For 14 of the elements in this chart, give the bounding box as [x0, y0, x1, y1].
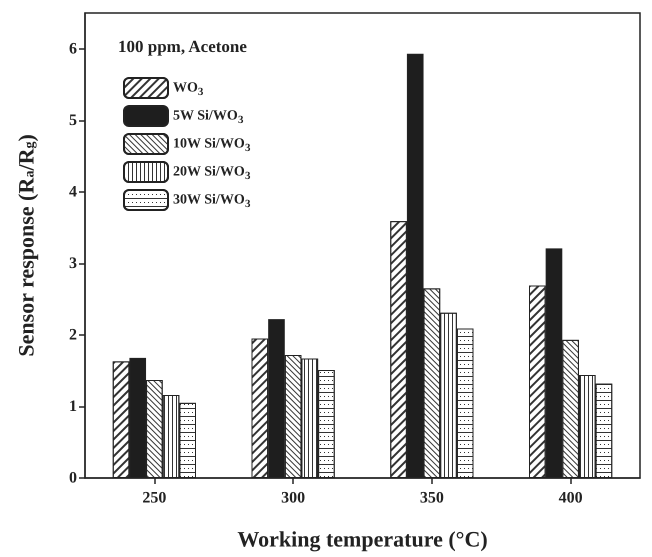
x-tick-label: 400: [558, 490, 583, 506]
x-tick-label: 250: [142, 490, 166, 506]
y-tick-label: 5: [69, 112, 77, 129]
x-axis-title: Working temperature (°C): [237, 526, 488, 552]
y-tick-label: 3: [69, 254, 77, 272]
x-tick-label: 300: [281, 490, 306, 506]
y-tick-label: 0: [69, 470, 77, 486]
y-tick-label: 1: [69, 398, 77, 415]
x-tick-label: 350: [420, 490, 444, 506]
y-tick-label: 2: [69, 326, 77, 344]
y-axis-title: Sensor response (Ra/Rg): [14, 134, 38, 357]
legend-title: 100 ppm, Acetone: [118, 37, 248, 56]
y-tick-label: 4: [69, 183, 77, 200]
y-tick-label: 6: [69, 40, 77, 58]
